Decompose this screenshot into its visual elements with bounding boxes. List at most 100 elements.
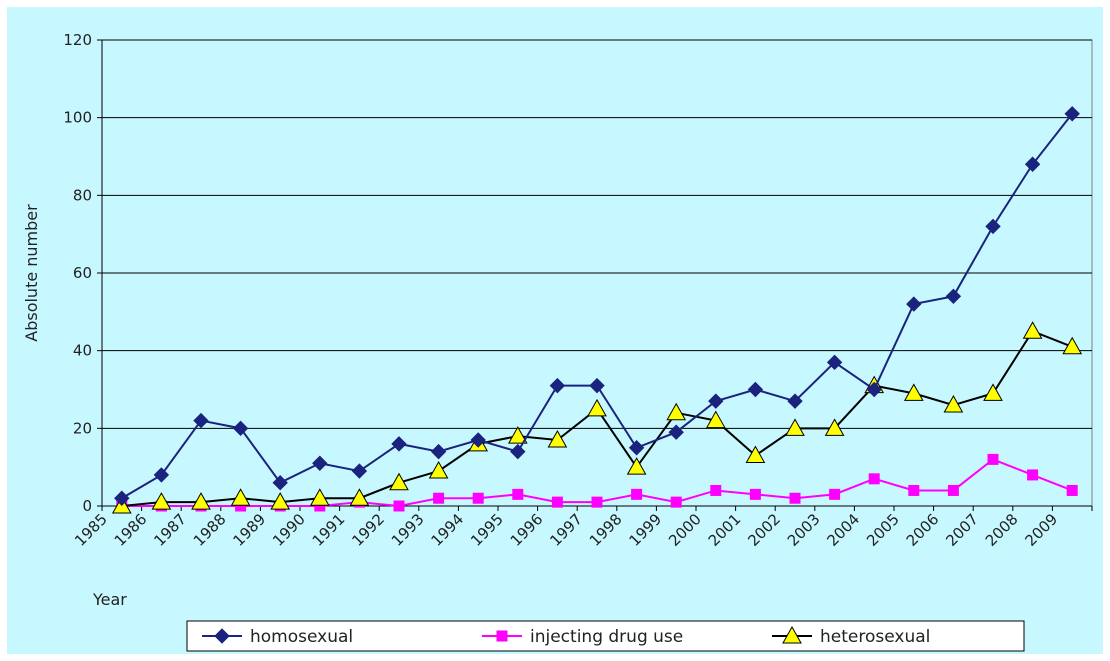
- data-point-homosexual: [1024, 156, 1041, 172]
- data-point-homosexual: [708, 393, 724, 409]
- y-tick-label: 100: [63, 109, 92, 127]
- data-point-heterosexual: [428, 461, 449, 479]
- data-point-heterosexual: [587, 398, 607, 417]
- legend-item-heterosexual: heterosexual: [772, 625, 930, 647]
- series-heterosexual: [111, 321, 1083, 514]
- x-tick-label: 2007: [942, 510, 982, 550]
- data-point-homosexual: [114, 490, 130, 506]
- x-tick-label: 2002: [744, 510, 784, 550]
- x-tick-label: 1988: [190, 510, 230, 550]
- data-point-heterosexual: [547, 429, 568, 448]
- legend-label-injecting-drug-use: injecting drug use: [530, 627, 683, 647]
- x-tick-label: 1995: [467, 510, 507, 550]
- data-point-homosexual: [312, 455, 328, 471]
- y-tick-label: 60: [73, 264, 92, 282]
- x-tick-label: 2008: [982, 510, 1022, 550]
- x-tick-label: 1985: [71, 510, 111, 550]
- data-point-heterosexual: [507, 426, 528, 444]
- data-point-homosexual: [589, 377, 605, 394]
- y-axis-ticks: 0 20 40 60 80 100 120: [63, 31, 102, 515]
- data-point-homosexual: [549, 377, 566, 394]
- data-point-homosexual: [430, 443, 447, 460]
- x-tick-label: 2006: [903, 510, 943, 550]
- x-tick-label: 2003: [784, 510, 824, 550]
- data-point-homosexual: [826, 354, 843, 371]
- data-point-heterosexual: [983, 383, 1003, 401]
- x-tick-label: 1986: [111, 510, 151, 550]
- x-tick-label: 1990: [269, 510, 309, 550]
- data-point-homosexual: [232, 420, 249, 437]
- y-axis-title: Absolute number: [22, 204, 41, 342]
- x-tick-label: 1999: [625, 510, 665, 550]
- data-point-homosexual: [193, 412, 209, 429]
- series-layer: [111, 106, 1083, 514]
- y-tick-label: 80: [73, 186, 92, 204]
- data-point-injecting-drug-use: [393, 500, 405, 512]
- data-point-injecting-drug-use: [749, 488, 761, 500]
- data-point-heterosexual: [943, 395, 964, 413]
- data-point-homosexual: [747, 381, 764, 398]
- data-point-homosexual: [153, 467, 170, 483]
- data-point-homosexual: [906, 296, 922, 312]
- x-tick-label: 2004: [823, 510, 863, 550]
- data-point-heterosexual: [705, 410, 726, 429]
- data-point-injecting-drug-use: [710, 484, 722, 496]
- data-point-heterosexual: [745, 445, 766, 464]
- data-point-injecting-drug-use: [908, 484, 920, 496]
- data-point-heterosexual: [785, 418, 805, 436]
- data-point-homosexual: [391, 436, 407, 452]
- legend-label-heterosexual: heterosexual: [820, 627, 930, 647]
- x-tick-label: 1994: [427, 510, 467, 550]
- data-point-injecting-drug-use: [433, 492, 445, 504]
- data-point-injecting-drug-use: [472, 492, 484, 504]
- series-homosexual: [114, 106, 1080, 506]
- x-axis-ticks: 1985 1986 1987 1988 1989 1990 1991 1992 1993 1994…: [71, 506, 1093, 550]
- x-tick-label: 1996: [507, 510, 547, 550]
- data-point-homosexual: [945, 288, 962, 305]
- y-tick-label: 0: [82, 497, 92, 515]
- data-point-injecting-drug-use: [868, 473, 880, 485]
- data-point-heterosexual: [151, 492, 172, 510]
- x-tick-label: 1993: [388, 510, 428, 550]
- x-tick-label: 1992: [348, 510, 388, 550]
- data-point-injecting-drug-use: [947, 484, 959, 496]
- data-point-injecting-drug-use: [1066, 484, 1078, 496]
- x-tick-label: 1987: [150, 510, 190, 550]
- legend-marker-homosexual: [214, 628, 230, 644]
- data-point-heterosexual: [191, 492, 211, 510]
- y-tick-label: 40: [73, 342, 92, 360]
- data-point-injecting-drug-use: [1027, 469, 1039, 481]
- x-axis-title: Year: [92, 590, 127, 609]
- data-point-homosexual: [787, 393, 803, 409]
- x-tick-label: 1989: [229, 510, 269, 550]
- data-point-heterosexual: [1022, 321, 1043, 339]
- data-point-homosexual: [1064, 106, 1080, 122]
- y-tick-label: 120: [63, 31, 92, 49]
- y-tick-label: 20: [73, 419, 92, 437]
- legend-item-injecting-drug-use: injecting drug use: [482, 627, 683, 647]
- legend-marker-heterosexual: [782, 625, 802, 644]
- legend-item-homosexual: homosexual: [202, 627, 353, 647]
- data-point-injecting-drug-use: [512, 488, 524, 500]
- legend-box: [186, 620, 1025, 652]
- data-point-injecting-drug-use: [551, 496, 563, 508]
- x-tick-label: 2005: [863, 510, 903, 550]
- x-tick-label: 1998: [586, 510, 626, 550]
- x-tick-label: 2001: [705, 510, 745, 550]
- data-point-homosexual: [628, 440, 645, 456]
- data-point-homosexual: [510, 443, 526, 460]
- data-point-heterosexual: [270, 492, 291, 510]
- data-point-injecting-drug-use: [670, 496, 682, 508]
- x-tick-label: 1991: [309, 510, 349, 550]
- line-chart: 0 20 40 60 80 100 120 1985 1986 1987 1988 1989 1990…: [22, 31, 1093, 652]
- legend-label-homosexual: homosexual: [250, 627, 353, 647]
- data-point-heterosexual: [626, 457, 647, 475]
- data-point-homosexual: [985, 218, 1001, 235]
- data-point-heterosexual: [389, 472, 409, 491]
- legend: homosexual injecting drug use heterosexual: [186, 620, 1025, 652]
- data-point-injecting-drug-use: [829, 488, 841, 500]
- data-point-heterosexual: [349, 488, 370, 506]
- data-point-homosexual: [351, 463, 368, 479]
- data-point-injecting-drug-use: [631, 488, 643, 500]
- x-tick-label: 2000: [665, 510, 705, 550]
